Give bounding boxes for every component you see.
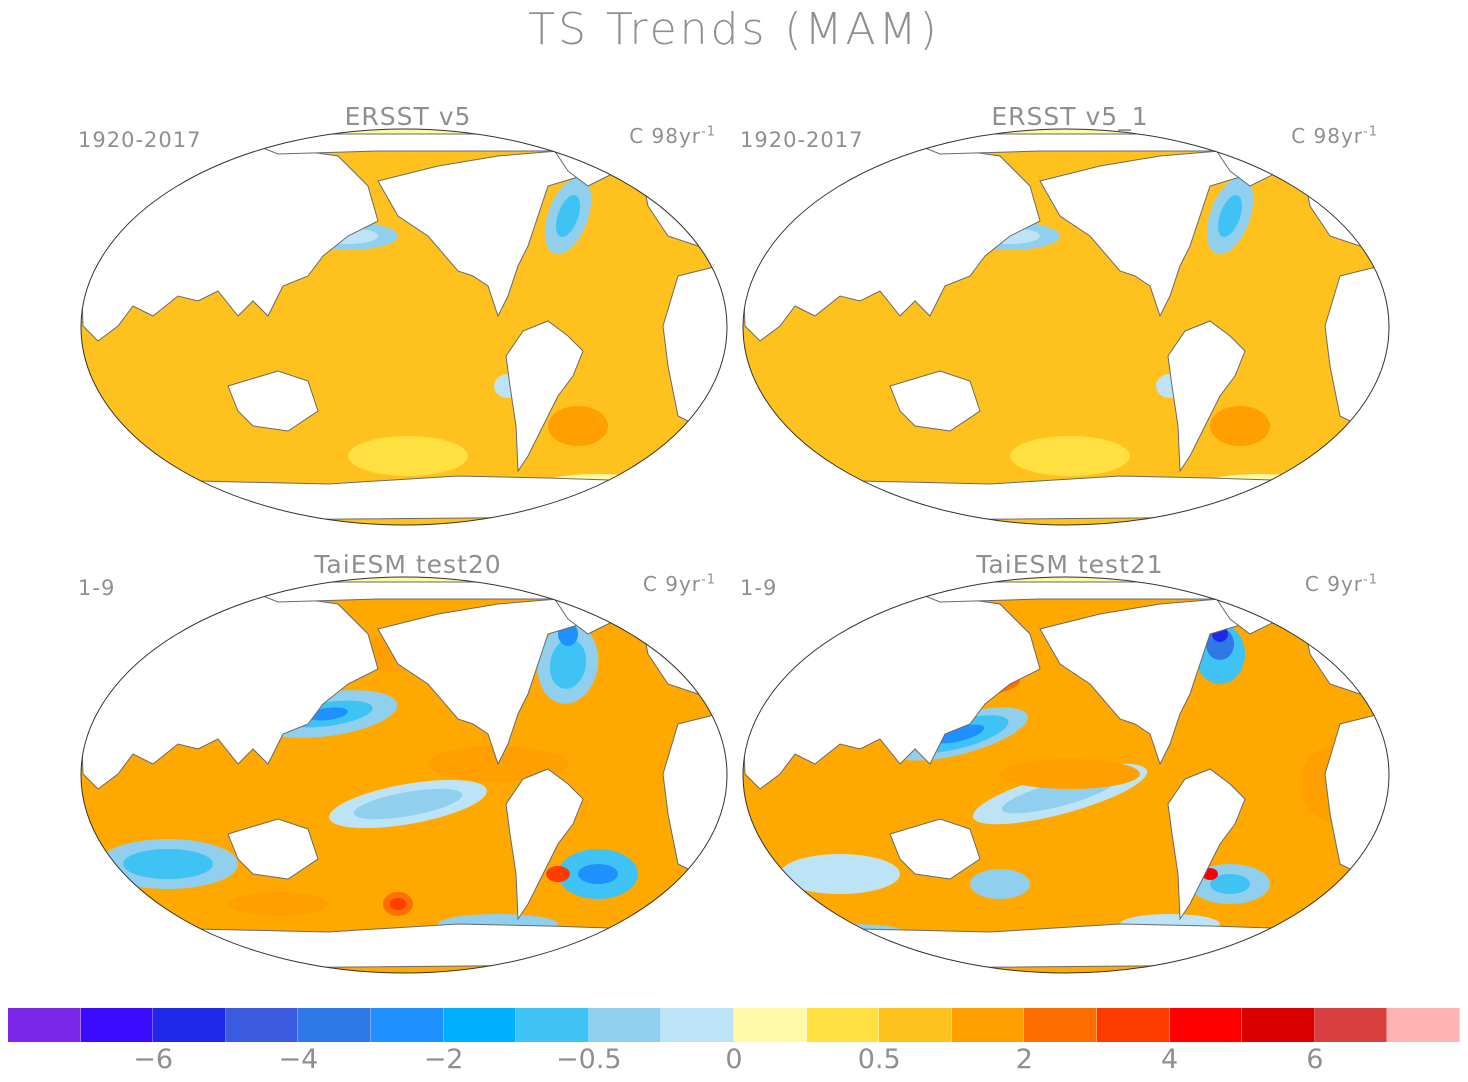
colorbar-tick-label: 6 — [1306, 1044, 1324, 1075]
colorbar-tick-label: 0.5 — [857, 1044, 901, 1075]
anomaly-region — [123, 849, 213, 879]
panel-period: 1920-2017 — [78, 128, 202, 152]
map-svg — [80, 576, 728, 974]
anomaly-region — [546, 866, 570, 882]
colorbar-swatch — [879, 1008, 952, 1042]
landmass-namerica — [1039, 150, 1262, 318]
landmass-samerica — [505, 768, 584, 921]
landmass-samerica — [1167, 768, 1246, 921]
colorbar-tick-label: 0 — [725, 1044, 743, 1075]
panel-title: TaiESM test20 — [314, 550, 502, 579]
panel-period: 1-9 — [78, 576, 116, 600]
anomaly-region — [1217, 195, 1243, 237]
colorbar-swatch — [1024, 1008, 1097, 1042]
anomaly-region — [990, 286, 1150, 406]
landmass-australia — [227, 818, 319, 880]
map-border — [742, 576, 1390, 974]
map-panel-taiesm-test21: TaiESM test21 1-9 C 9yr-1 — [740, 550, 1400, 992]
colorbar-swatch — [806, 1008, 880, 1042]
colorbar-swatch — [588, 1008, 662, 1042]
panel-period: 1920-2017 — [740, 128, 864, 152]
anomaly-region — [800, 346, 920, 426]
map-border — [80, 128, 728, 526]
landmass-australia — [227, 370, 319, 432]
anomaly-region — [1010, 436, 1130, 476]
colorbar-swatch — [370, 1008, 444, 1042]
panel-units: C 9yr-1 — [642, 572, 716, 596]
colorbar-tick-label: −4 — [278, 1044, 319, 1075]
colorbar-swatch — [1314, 1008, 1388, 1042]
anomaly-region — [548, 406, 608, 446]
colorbar-labels: −6 −4 −2 −0.5 0 0.5 2 4 6 — [0, 1044, 1468, 1080]
landmass-namerica — [377, 598, 600, 766]
colorbar-swatch — [1169, 1008, 1243, 1042]
landmass-samerica — [1167, 320, 1246, 473]
anomaly-region — [138, 346, 258, 426]
map-panel-taiesm-test20: TaiESM test20 1-9 C 9yr-1 — [78, 550, 738, 992]
colorbar-swatch — [1096, 1008, 1170, 1042]
map-panel-ersst-v5: ERSST v5 1920-2017 C 98yr-1 — [78, 102, 738, 544]
colorbar-swatch — [153, 1008, 226, 1042]
colorbar-swatch — [516, 1008, 589, 1042]
panel-units: C 98yr-1 — [629, 124, 716, 148]
colorbar-swatch — [1387, 1008, 1460, 1042]
anomaly-region — [1210, 406, 1270, 446]
anomaly-region — [970, 869, 1030, 899]
colorbar-swatch — [8, 1008, 81, 1042]
colorbar-swatch — [443, 1008, 517, 1042]
colorbar — [8, 1008, 1460, 1042]
map-border — [80, 576, 728, 974]
anomaly-region — [228, 892, 328, 916]
anomaly-region — [148, 416, 228, 456]
chart-title: TS Trends (MAM) — [528, 4, 940, 55]
colorbar-swatch — [951, 1008, 1025, 1042]
anomaly-region — [780, 854, 900, 894]
panel-title: ERSST v5_1 — [991, 102, 1149, 131]
landmass-namerica — [377, 150, 600, 318]
map-svg — [742, 128, 1390, 526]
anomaly-region — [935, 724, 985, 744]
anomaly-region — [1000, 759, 1140, 789]
landmass-antarctica — [759, 475, 1381, 522]
colorbar-swatch — [298, 1008, 371, 1042]
map-panel-ersst-v5-1: ERSST v5_1 1920-2017 C 98yr-1 — [740, 102, 1400, 544]
landmass-namerica — [1039, 598, 1262, 766]
panel-period: 1-9 — [740, 576, 778, 600]
colorbar-tick-label: −2 — [423, 1044, 464, 1075]
panel-units: C 9yr-1 — [1304, 572, 1378, 596]
landmass-australia — [889, 370, 981, 432]
landmass-australia — [889, 818, 981, 880]
colorbar-tick-label: −6 — [133, 1044, 174, 1075]
map-svg — [742, 576, 1390, 974]
landmass-antarctica — [97, 475, 719, 522]
map-svg — [80, 128, 728, 526]
panel-title: ERSST v5 — [344, 102, 472, 131]
anomaly-region — [810, 416, 890, 456]
map-border — [742, 128, 1390, 526]
landmass-antarctica — [759, 923, 1381, 970]
colorbar-tick-label: 4 — [1161, 1044, 1179, 1075]
colorbar-swatch — [1242, 1008, 1315, 1042]
anomaly-region — [549, 639, 587, 689]
anomaly-region — [390, 898, 406, 910]
anomaly-region — [1210, 874, 1250, 894]
colorbar-tick-label: 2 — [1015, 1044, 1033, 1075]
landmass-samerica — [505, 320, 584, 473]
anomaly-region — [555, 195, 581, 237]
anomaly-region — [353, 788, 463, 820]
landmass-antarctica — [97, 923, 719, 970]
colorbar-swatch — [80, 1008, 154, 1042]
anomaly-region — [348, 436, 468, 476]
anomaly-region — [328, 286, 488, 406]
colorbar-swatch — [661, 1008, 734, 1042]
panel-title: TaiESM test21 — [976, 550, 1164, 579]
colorbar-swatch — [733, 1008, 807, 1042]
panel-units: C 98yr-1 — [1291, 124, 1378, 148]
anomaly-region — [578, 864, 618, 884]
colorbar-tick-label: −0.5 — [556, 1044, 622, 1075]
colorbar-swatch — [225, 1008, 299, 1042]
